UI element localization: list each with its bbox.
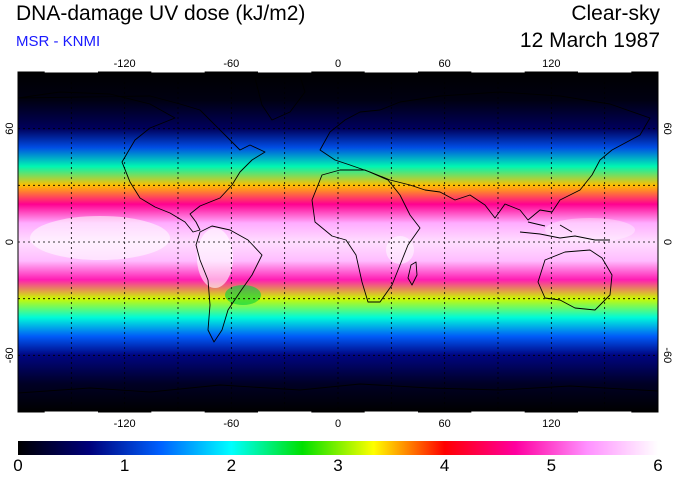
source-label: MSR - KNMI (16, 33, 101, 50)
colorbar-tick-label: 6 (653, 456, 663, 475)
map-title: DNA-damage UV dose (kJ/m2) (16, 2, 306, 25)
colorbar-tick-label: 3 (333, 456, 343, 475)
colorbar-tick-label: 1 (119, 456, 130, 475)
longitude-tick-label: -120 (114, 58, 136, 70)
tick-marks (44, 69, 632, 415)
indonesia-coast (519, 221, 610, 241)
madagascar-coast (407, 261, 418, 286)
africa-high-dose-region (386, 236, 414, 264)
colorbar-tick-label: 2 (226, 456, 237, 475)
latitude-tick-label: 0 (4, 239, 16, 245)
eurasia-coast (319, 91, 651, 221)
map-frame (17, 71, 659, 413)
longitude-tick-label: 0 (335, 58, 341, 70)
pacific-high-dose-region (30, 216, 170, 260)
latitude-tick-label: 60 (4, 123, 16, 135)
coastlines (17, 75, 659, 394)
longitude-tick-label: 120 (542, 58, 560, 70)
longitude-tick-label: -120 (114, 418, 136, 430)
andes-high-dose-region (197, 228, 233, 288)
longitude-tick-label: 60 (439, 418, 451, 430)
longitude-tick-label: 60 (439, 58, 451, 70)
latitude-tick-label: -60 (4, 347, 16, 363)
antarctica-coast (17, 383, 659, 394)
colorbar-tick-label: 4 (439, 456, 450, 475)
sky-condition-label: Clear-sky (571, 2, 660, 25)
latitude-tick-label: -60 (661, 347, 673, 363)
colorbar (18, 441, 658, 455)
colorbar-tick-label: 0 (13, 456, 23, 475)
south-atlantic-low-dose-region (225, 285, 261, 305)
latitude-tick-label: 0 (661, 239, 673, 245)
australia-coast (537, 249, 613, 311)
colorbar-tick-label: 5 (546, 456, 557, 475)
north-america-coast (17, 91, 266, 233)
indonesia-high-dose-region (545, 218, 635, 242)
longitude-tick-label: -60 (223, 418, 239, 430)
latitude-tick-label: 60 (661, 123, 673, 135)
longitude-tick-label: -60 (223, 58, 239, 70)
south-america-coast (195, 225, 263, 343)
longitude-tick-label: 0 (335, 418, 341, 430)
greenland-coast (254, 75, 306, 121)
longitude-tick-label: 120 (542, 418, 560, 430)
graticule (18, 72, 658, 412)
africa-coast (311, 169, 421, 303)
date-label: 12 March 1987 (519, 29, 660, 52)
